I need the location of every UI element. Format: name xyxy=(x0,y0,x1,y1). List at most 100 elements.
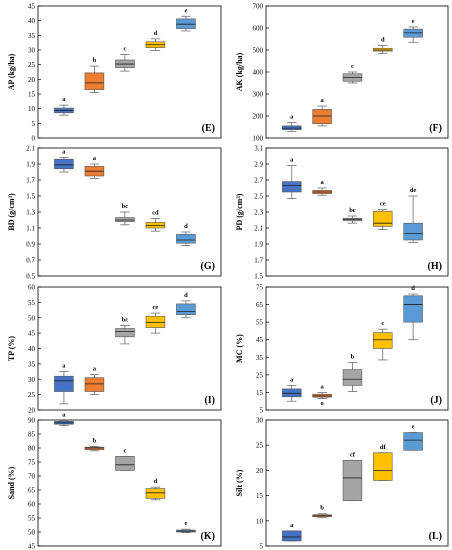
box-iqr xyxy=(84,446,105,450)
y-tick-label: 25 xyxy=(256,371,264,379)
box-1: a xyxy=(54,96,74,116)
y-tick-label: 2.5 xyxy=(254,193,263,201)
significance-letter: cd xyxy=(152,209,159,216)
box-1: a xyxy=(282,376,302,402)
box-iqr xyxy=(282,388,302,398)
significance-letter: d xyxy=(154,478,158,485)
y-tick-label: 1.7 xyxy=(254,257,263,265)
box-iqr xyxy=(54,158,74,170)
extra-letter: o xyxy=(320,400,323,407)
box-3: c xyxy=(115,45,135,72)
box-2: b xyxy=(84,437,105,452)
panel-frame xyxy=(37,5,222,139)
y-tick-label: 2.1 xyxy=(254,225,263,233)
y-axis-label: TP (%) xyxy=(7,336,16,361)
y-tick-label: 10 xyxy=(256,517,264,525)
y-tick-label: 25 xyxy=(28,61,36,69)
y-tick-label: 0.5 xyxy=(26,273,35,281)
box-iqr xyxy=(282,530,302,542)
y-tick-label: 45 xyxy=(28,330,36,338)
significance-letter: bc xyxy=(122,203,129,210)
box-2: a xyxy=(312,179,332,196)
panel-label: (I) xyxy=(204,395,215,406)
y-tick-label: 75 xyxy=(28,459,36,467)
box-4: ce xyxy=(145,304,166,334)
significance-letter: a xyxy=(320,383,324,390)
significance-letter: cf xyxy=(350,451,356,458)
significance-letter: a xyxy=(62,363,66,370)
y-tick-label: 700 xyxy=(253,3,264,11)
significance-letter: c xyxy=(351,63,354,70)
y-tick-label: 80 xyxy=(28,445,36,453)
box-2: a xyxy=(84,155,105,179)
significance-letter: a xyxy=(62,96,66,103)
y-tick-label: 1.1 xyxy=(26,225,35,233)
box-iqr xyxy=(403,432,423,451)
significance-letter: c xyxy=(381,320,384,327)
box-3: bc xyxy=(115,203,135,226)
y-tick-label: 3.1 xyxy=(254,145,263,153)
box-iqr xyxy=(84,377,105,392)
box-iqr xyxy=(373,452,393,481)
box-5: e xyxy=(176,7,196,32)
box-2: a xyxy=(312,97,332,127)
significance-letter: bc xyxy=(122,316,129,323)
y-tick-label: 45 xyxy=(28,3,36,11)
y-tick-label: 0 xyxy=(32,135,36,143)
y-axis-label: AP (kg/ha) xyxy=(7,53,16,90)
y-tick-label: 300 xyxy=(253,91,264,99)
y-tick-label: 65 xyxy=(28,487,36,495)
significance-letter: e xyxy=(184,7,187,14)
box-5: d xyxy=(176,292,196,319)
significance-letter: ce xyxy=(380,201,386,208)
box-iqr xyxy=(115,456,135,471)
y-axis-label: MC (%) xyxy=(235,334,244,363)
panel-label: (L) xyxy=(429,531,442,542)
box-iqr xyxy=(115,328,135,338)
significance-letter: de xyxy=(410,187,417,194)
y-tick-label: 2.1 xyxy=(26,145,35,153)
y-tick-label: 55 xyxy=(256,319,264,327)
box-5: e xyxy=(176,520,196,533)
significance-letter: a xyxy=(62,149,66,156)
y-tick-label: 25 xyxy=(28,391,36,399)
panel-label: (H) xyxy=(428,261,442,272)
panel-f: 100 200 300 400 500 600 700 AK (kg/ha) (F) a a c d e xyxy=(235,3,449,143)
y-tick-label: 400 xyxy=(253,69,264,77)
y-tick-label: 15 xyxy=(28,91,36,99)
box-2: a xyxy=(84,366,105,396)
panel-frame xyxy=(265,147,449,277)
significance-letter: ce xyxy=(153,304,159,311)
y-tick-label: 2.9 xyxy=(254,161,263,169)
panel-j: 5 15 25 35 45 55 65 75 MC (%) (J) a a b c d o xyxy=(235,284,449,415)
significance-letter: a xyxy=(290,376,294,383)
box-iqr xyxy=(176,303,196,315)
panel-label: (G) xyxy=(201,261,215,272)
y-tick-label: 5 xyxy=(260,407,264,415)
y-tick-label: 35 xyxy=(28,360,36,368)
box-4: d xyxy=(145,30,166,51)
box-iqr xyxy=(176,234,196,244)
box-1: a xyxy=(54,412,74,427)
box-3: bc xyxy=(115,316,135,345)
y-tick-label: 30 xyxy=(256,417,264,425)
y-tick-label: 500 xyxy=(253,47,264,55)
significance-letter: b xyxy=(351,354,355,361)
panel-k: 45 50 55 60 65 70 75 80 85 90 Sand (%) (K) a b c d e xyxy=(7,412,222,550)
y-tick-label: 100 xyxy=(253,135,264,143)
box-1: a xyxy=(282,114,302,132)
y-axis-label: PD (g/cm³) xyxy=(235,193,244,230)
significance-letter: b xyxy=(320,505,324,512)
box-iqr xyxy=(145,222,166,229)
y-axis-label: AK (kg/ha) xyxy=(235,52,244,91)
y-tick-label: 25 xyxy=(256,442,264,450)
panel-i: 20 25 30 35 40 45 50 55 60 TP (%) (I) a a bc ce d xyxy=(7,284,222,415)
y-tick-label: 15 xyxy=(256,389,264,397)
y-tick-label: 50 xyxy=(28,529,36,537)
y-tick-label: 30 xyxy=(28,47,36,55)
box-3: cf xyxy=(342,451,363,502)
box-iqr xyxy=(342,460,363,501)
y-tick-label: 2.3 xyxy=(254,209,263,217)
significance-letter: a xyxy=(62,412,66,419)
significance-letter: a xyxy=(93,155,97,162)
